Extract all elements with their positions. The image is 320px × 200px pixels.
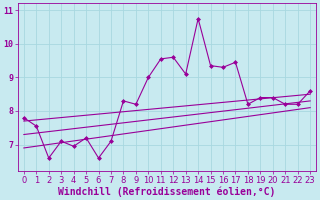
X-axis label: Windchill (Refroidissement éolien,°C): Windchill (Refroidissement éolien,°C) xyxy=(58,186,276,197)
